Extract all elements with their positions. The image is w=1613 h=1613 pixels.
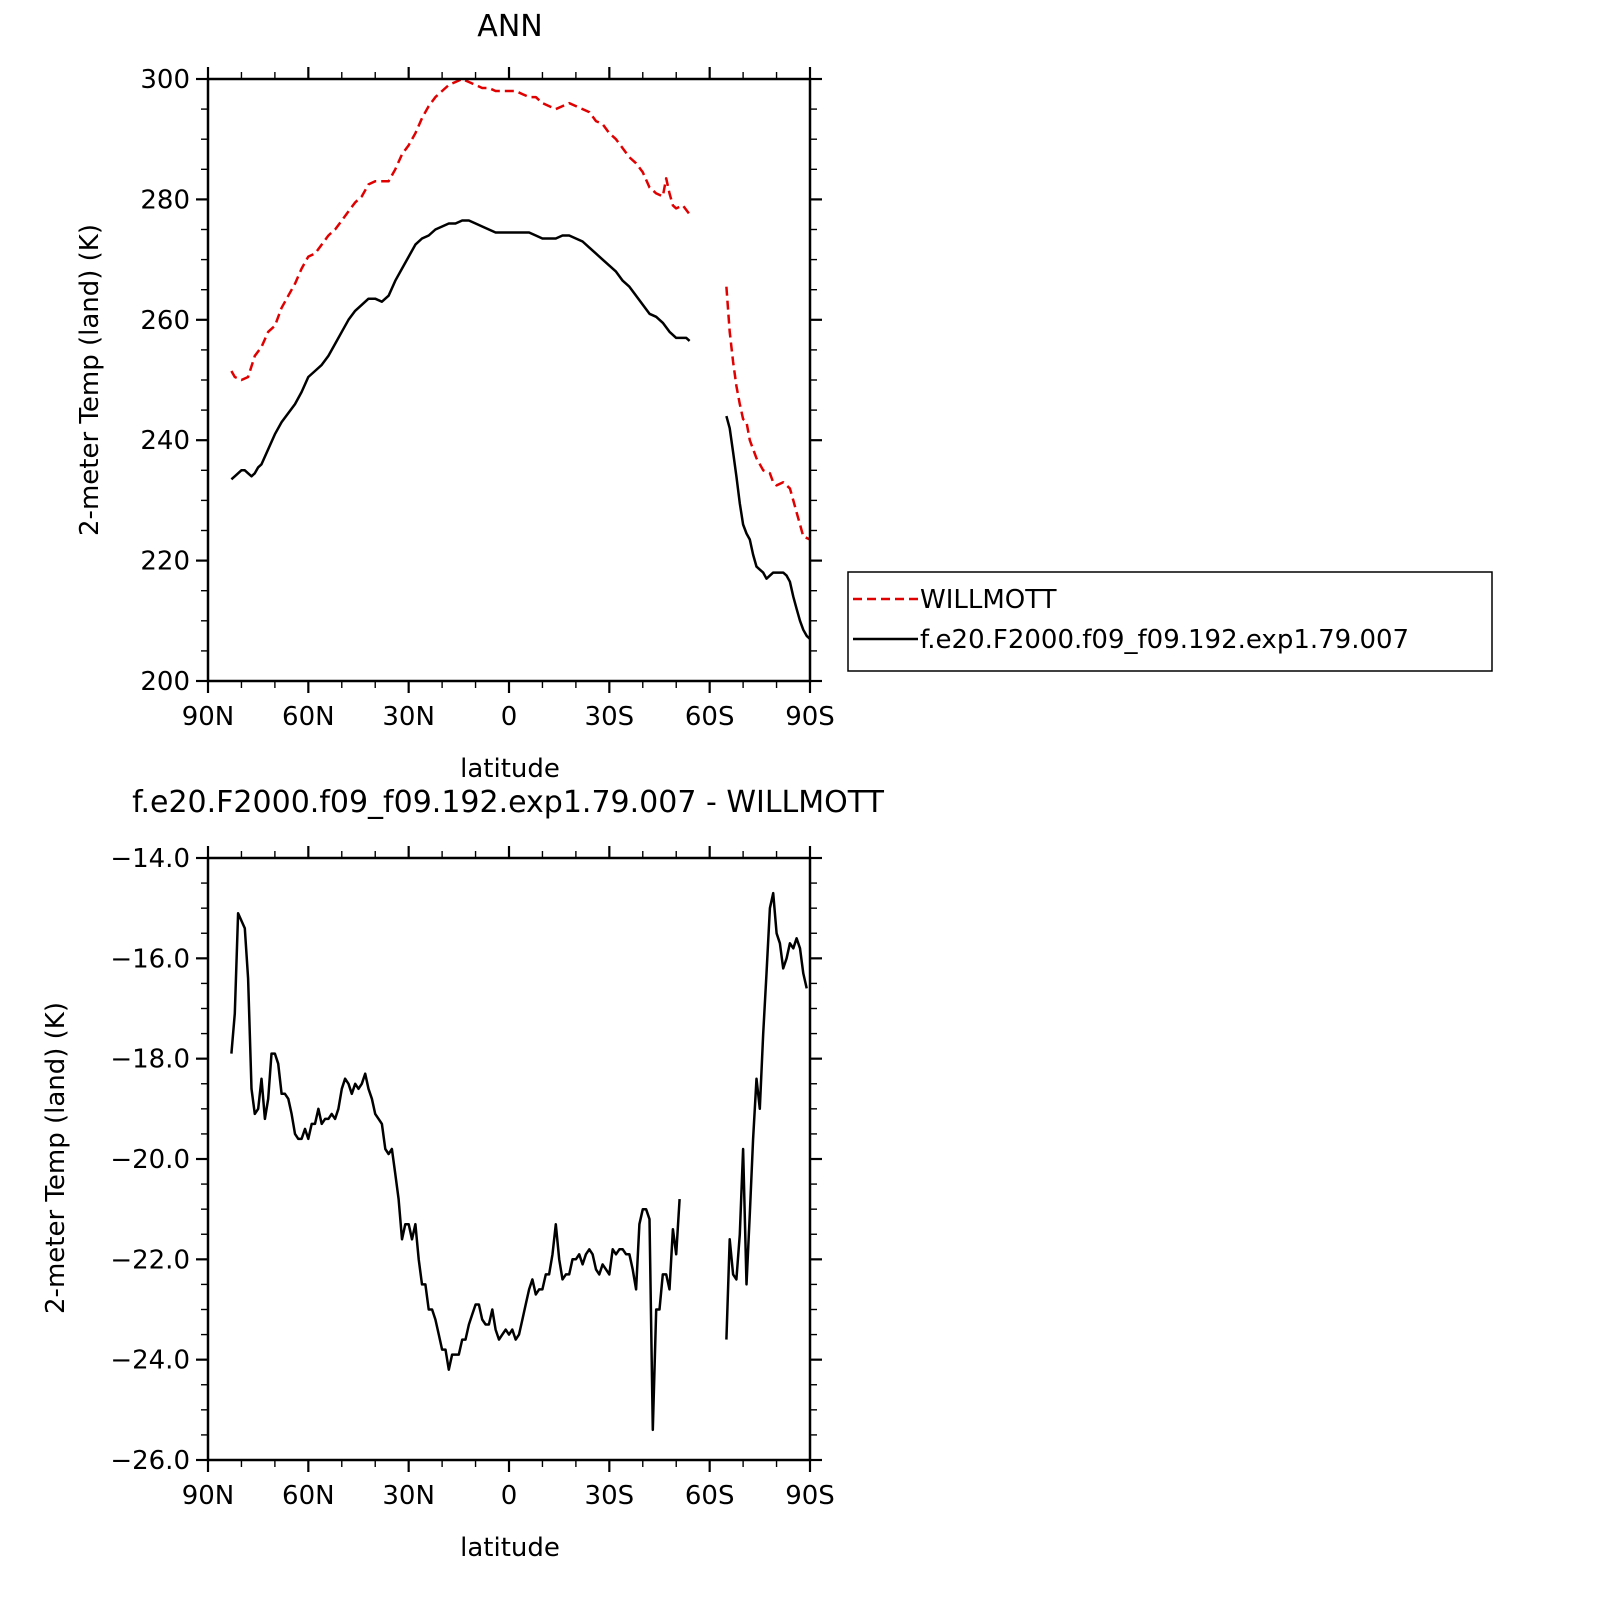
bottom-plot-frame [206, 856, 812, 1462]
y-tick-label: −14.0 [110, 844, 190, 874]
legend: WILLMOTT f.e20.F2000.f09_f09.192.exp1.79… [847, 571, 1493, 672]
x-tick-label: 60N [282, 702, 335, 732]
y-tick-label: −18.0 [110, 1045, 190, 1075]
top-x-axis-label: latitude [460, 754, 560, 784]
x-tick-label: 30S [585, 1481, 635, 1511]
bottom-panel: f.e20.F2000.f09_f09.192.exp1.79.007 - WI… [41, 785, 885, 1563]
y-tick-label: 200 [140, 667, 190, 697]
top-plot-frame [206, 77, 812, 683]
x-tick-label: 60S [685, 1481, 735, 1511]
x-tick-label: 60N [282, 1481, 335, 1511]
top-axis-ticks: 90N 60N 30N 0 30S 60S 90S 200 220 240 260 280 300 [140, 65, 834, 732]
top-y-axis-label: 2-meter Temp (land) (K) [75, 224, 105, 536]
y-tick-label: 260 [140, 306, 190, 336]
series-line-model [230, 219, 691, 481]
y-tick-label: −26.0 [110, 1446, 190, 1476]
bottom-x-axis-label: latitude [460, 1533, 560, 1563]
series-line-willmott [230, 77, 691, 382]
x-tick-label: 90N [182, 702, 235, 732]
bottom-y-axis-label: 2-meter Temp (land) (K) [41, 1002, 71, 1314]
series-line-willmott [725, 286, 811, 541]
x-tick-label: 90S [785, 1481, 835, 1511]
top-panel: ANN 2-meter Temp (land) (K) latitude 90N… [75, 9, 1493, 784]
bottom-axis-ticks: 90N 60N 30N 0 30S 60S 90S −14.0 −16.0 −18.0 −20.0 −… [110, 844, 834, 1511]
y-tick-label: −16.0 [110, 944, 190, 974]
x-tick-label: 90N [182, 1481, 235, 1511]
series-line-model [725, 415, 811, 640]
y-tick-label: −22.0 [110, 1245, 190, 1275]
x-tick-label: 0 [501, 702, 518, 732]
top-series-group [230, 77, 811, 640]
legend-label-model: f.e20.F2000.f09_f09.192.exp1.79.007 [920, 625, 1409, 655]
y-tick-label: −24.0 [110, 1346, 190, 1376]
y-tick-label: 300 [140, 65, 190, 95]
y-tick-label: 240 [140, 426, 190, 456]
series-line-difference [230, 911, 681, 1432]
bottom-chart-title: f.e20.F2000.f09_f09.192.exp1.79.007 - WI… [132, 785, 884, 820]
x-tick-label: 90S [785, 702, 835, 732]
x-tick-label: 30N [382, 702, 435, 732]
series-line-difference [725, 891, 808, 1340]
bottom-series-group [230, 891, 808, 1432]
legend-box [847, 571, 1493, 672]
y-tick-label: 280 [140, 185, 190, 215]
x-tick-label: 30S [585, 702, 635, 732]
top-chart-title: ANN [477, 9, 542, 44]
y-tick-label: −20.0 [110, 1145, 190, 1175]
x-tick-label: 60S [685, 702, 735, 732]
x-tick-label: 0 [501, 1481, 518, 1511]
legend-label-willmott: WILLMOTT [920, 585, 1057, 615]
y-tick-label: 220 [140, 547, 190, 577]
x-tick-label: 30N [382, 1481, 435, 1511]
